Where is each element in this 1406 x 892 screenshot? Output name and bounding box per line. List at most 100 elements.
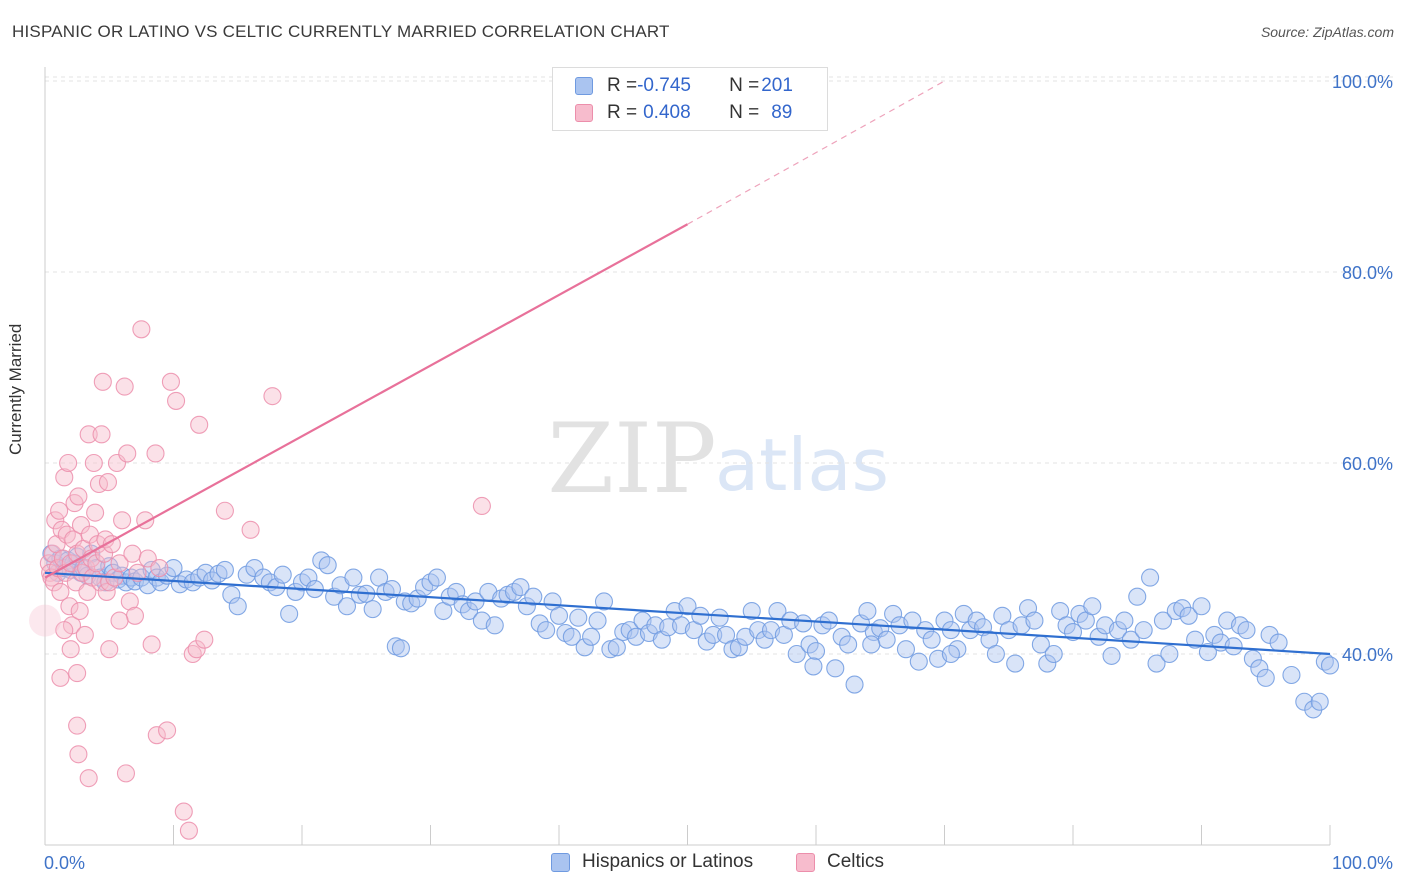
celtic-point — [110, 611, 129, 630]
hispanic-point — [1205, 625, 1224, 644]
hispanic-point — [1160, 644, 1179, 664]
celtic-point — [60, 597, 79, 616]
hispanic-point — [1179, 606, 1198, 625]
hispanic-point — [299, 568, 318, 587]
hispanic-point — [1063, 622, 1083, 642]
celtic-point — [77, 558, 96, 578]
hispanic-point — [1310, 692, 1329, 711]
hispanic-point — [575, 638, 594, 657]
hispanic-point — [806, 642, 826, 661]
hispanic-point — [511, 578, 530, 597]
hispanic-point — [1025, 611, 1044, 630]
celtic-point — [70, 601, 89, 621]
hispanic-point — [922, 630, 941, 649]
hispanic-point — [1153, 611, 1172, 630]
hispanic-point — [318, 556, 337, 575]
hispanic-point — [1192, 597, 1211, 616]
hispanic-point — [594, 592, 614, 611]
hispanic-point — [710, 608, 729, 627]
hispanic-point — [723, 640, 742, 659]
series-label-hispanic: Hispanics or Latinos — [582, 851, 754, 872]
celtic-point — [79, 769, 98, 788]
hispanic-point — [222, 585, 241, 604]
y-tick-label: 60.0% — [1342, 454, 1393, 474]
celtic-point — [146, 444, 165, 463]
celtic-point — [118, 444, 137, 463]
hispanic-point — [967, 611, 986, 630]
series-legend: Hispanics or Latinos Celtics — [0, 851, 1406, 877]
celtic-point — [187, 640, 206, 659]
legend-row-celtic: R = 0.408 N = 89 — [575, 100, 792, 126]
hispanic-point — [350, 585, 369, 604]
celtic-point — [195, 630, 214, 649]
celtic-point — [39, 554, 58, 573]
celtic-point — [69, 745, 88, 764]
hispanic-point — [1141, 568, 1160, 587]
hispanic-point — [459, 601, 479, 621]
hispanic-point — [280, 604, 299, 623]
celtic-point — [75, 625, 94, 644]
celtic-point — [55, 468, 74, 487]
celtic-point — [68, 664, 87, 683]
hispanic-point — [245, 558, 264, 578]
celtic-point-cluster — [29, 604, 61, 637]
hispanic-point — [485, 616, 504, 635]
legend-r-value: 0.408 — [643, 102, 691, 123]
y-tick-label: 40.0% — [1342, 645, 1393, 665]
hispanic-point — [620, 621, 639, 640]
celtic-point — [43, 544, 62, 563]
hispanic-point — [1102, 646, 1121, 665]
hispanic-point — [1134, 621, 1153, 640]
celtic-point — [472, 496, 491, 516]
hispanic-point — [524, 587, 543, 606]
hispanic-point — [697, 632, 716, 651]
celtic-point — [51, 582, 70, 601]
hispanic-point — [678, 597, 697, 616]
hispanic-point — [1057, 616, 1076, 635]
hispanic-point — [826, 659, 845, 678]
hispanic-point — [1256, 668, 1275, 687]
hispanic-point — [1198, 643, 1217, 662]
celtic-point — [179, 821, 198, 840]
celtic-point — [71, 516, 91, 535]
x-tick-label-max: 100.0% — [1332, 853, 1393, 873]
hispanic-point — [607, 638, 626, 657]
series-label-celtic: Celtics — [827, 851, 885, 872]
y-tick-label: 100.0% — [1332, 72, 1393, 92]
celtic-point — [59, 453, 78, 473]
source-label: Source: ZipAtlas.com — [1260, 24, 1394, 40]
celtic-point — [92, 425, 111, 444]
legend-r-label: R = — [607, 75, 638, 96]
celtic-point — [115, 377, 134, 396]
celtic-point — [263, 387, 282, 406]
hispanic-point — [858, 601, 877, 621]
hispanic-point — [562, 627, 581, 646]
axes — [44, 67, 1331, 846]
hispanic-point — [1186, 630, 1205, 649]
celtic-point — [167, 391, 186, 410]
legend-r-label: R = — [607, 102, 638, 123]
hispanic-point — [691, 606, 710, 625]
series-legend-hispanic[interactable]: Hispanics or Latinos — [551, 851, 753, 873]
celtic-point — [102, 535, 121, 554]
celtic-point — [120, 592, 139, 611]
hispanic-point — [1243, 649, 1262, 668]
hispanic-point — [819, 611, 838, 630]
hispanic-point — [729, 638, 748, 657]
legend-swatch-celtic — [575, 104, 593, 122]
celtic-point — [125, 606, 144, 625]
hispanic-point — [794, 614, 813, 633]
hispanic-point — [832, 627, 851, 646]
series-legend-celtic[interactable]: Celtics — [796, 851, 884, 873]
hispanic-point — [164, 558, 183, 578]
celtic-point — [61, 640, 80, 659]
hispanic-point — [151, 573, 170, 592]
celtic-point — [142, 635, 161, 654]
hispanic-point — [755, 630, 774, 649]
celtic-point — [174, 802, 193, 821]
celtic-trend-extension — [687, 80, 945, 225]
chart-title: HISPANIC OR LATINO VS CELTIC CURRENTLY M… — [12, 22, 670, 41]
legend-n-label: N = — [729, 102, 760, 123]
hispanic-point — [941, 644, 960, 664]
hispanic-point — [862, 635, 881, 654]
